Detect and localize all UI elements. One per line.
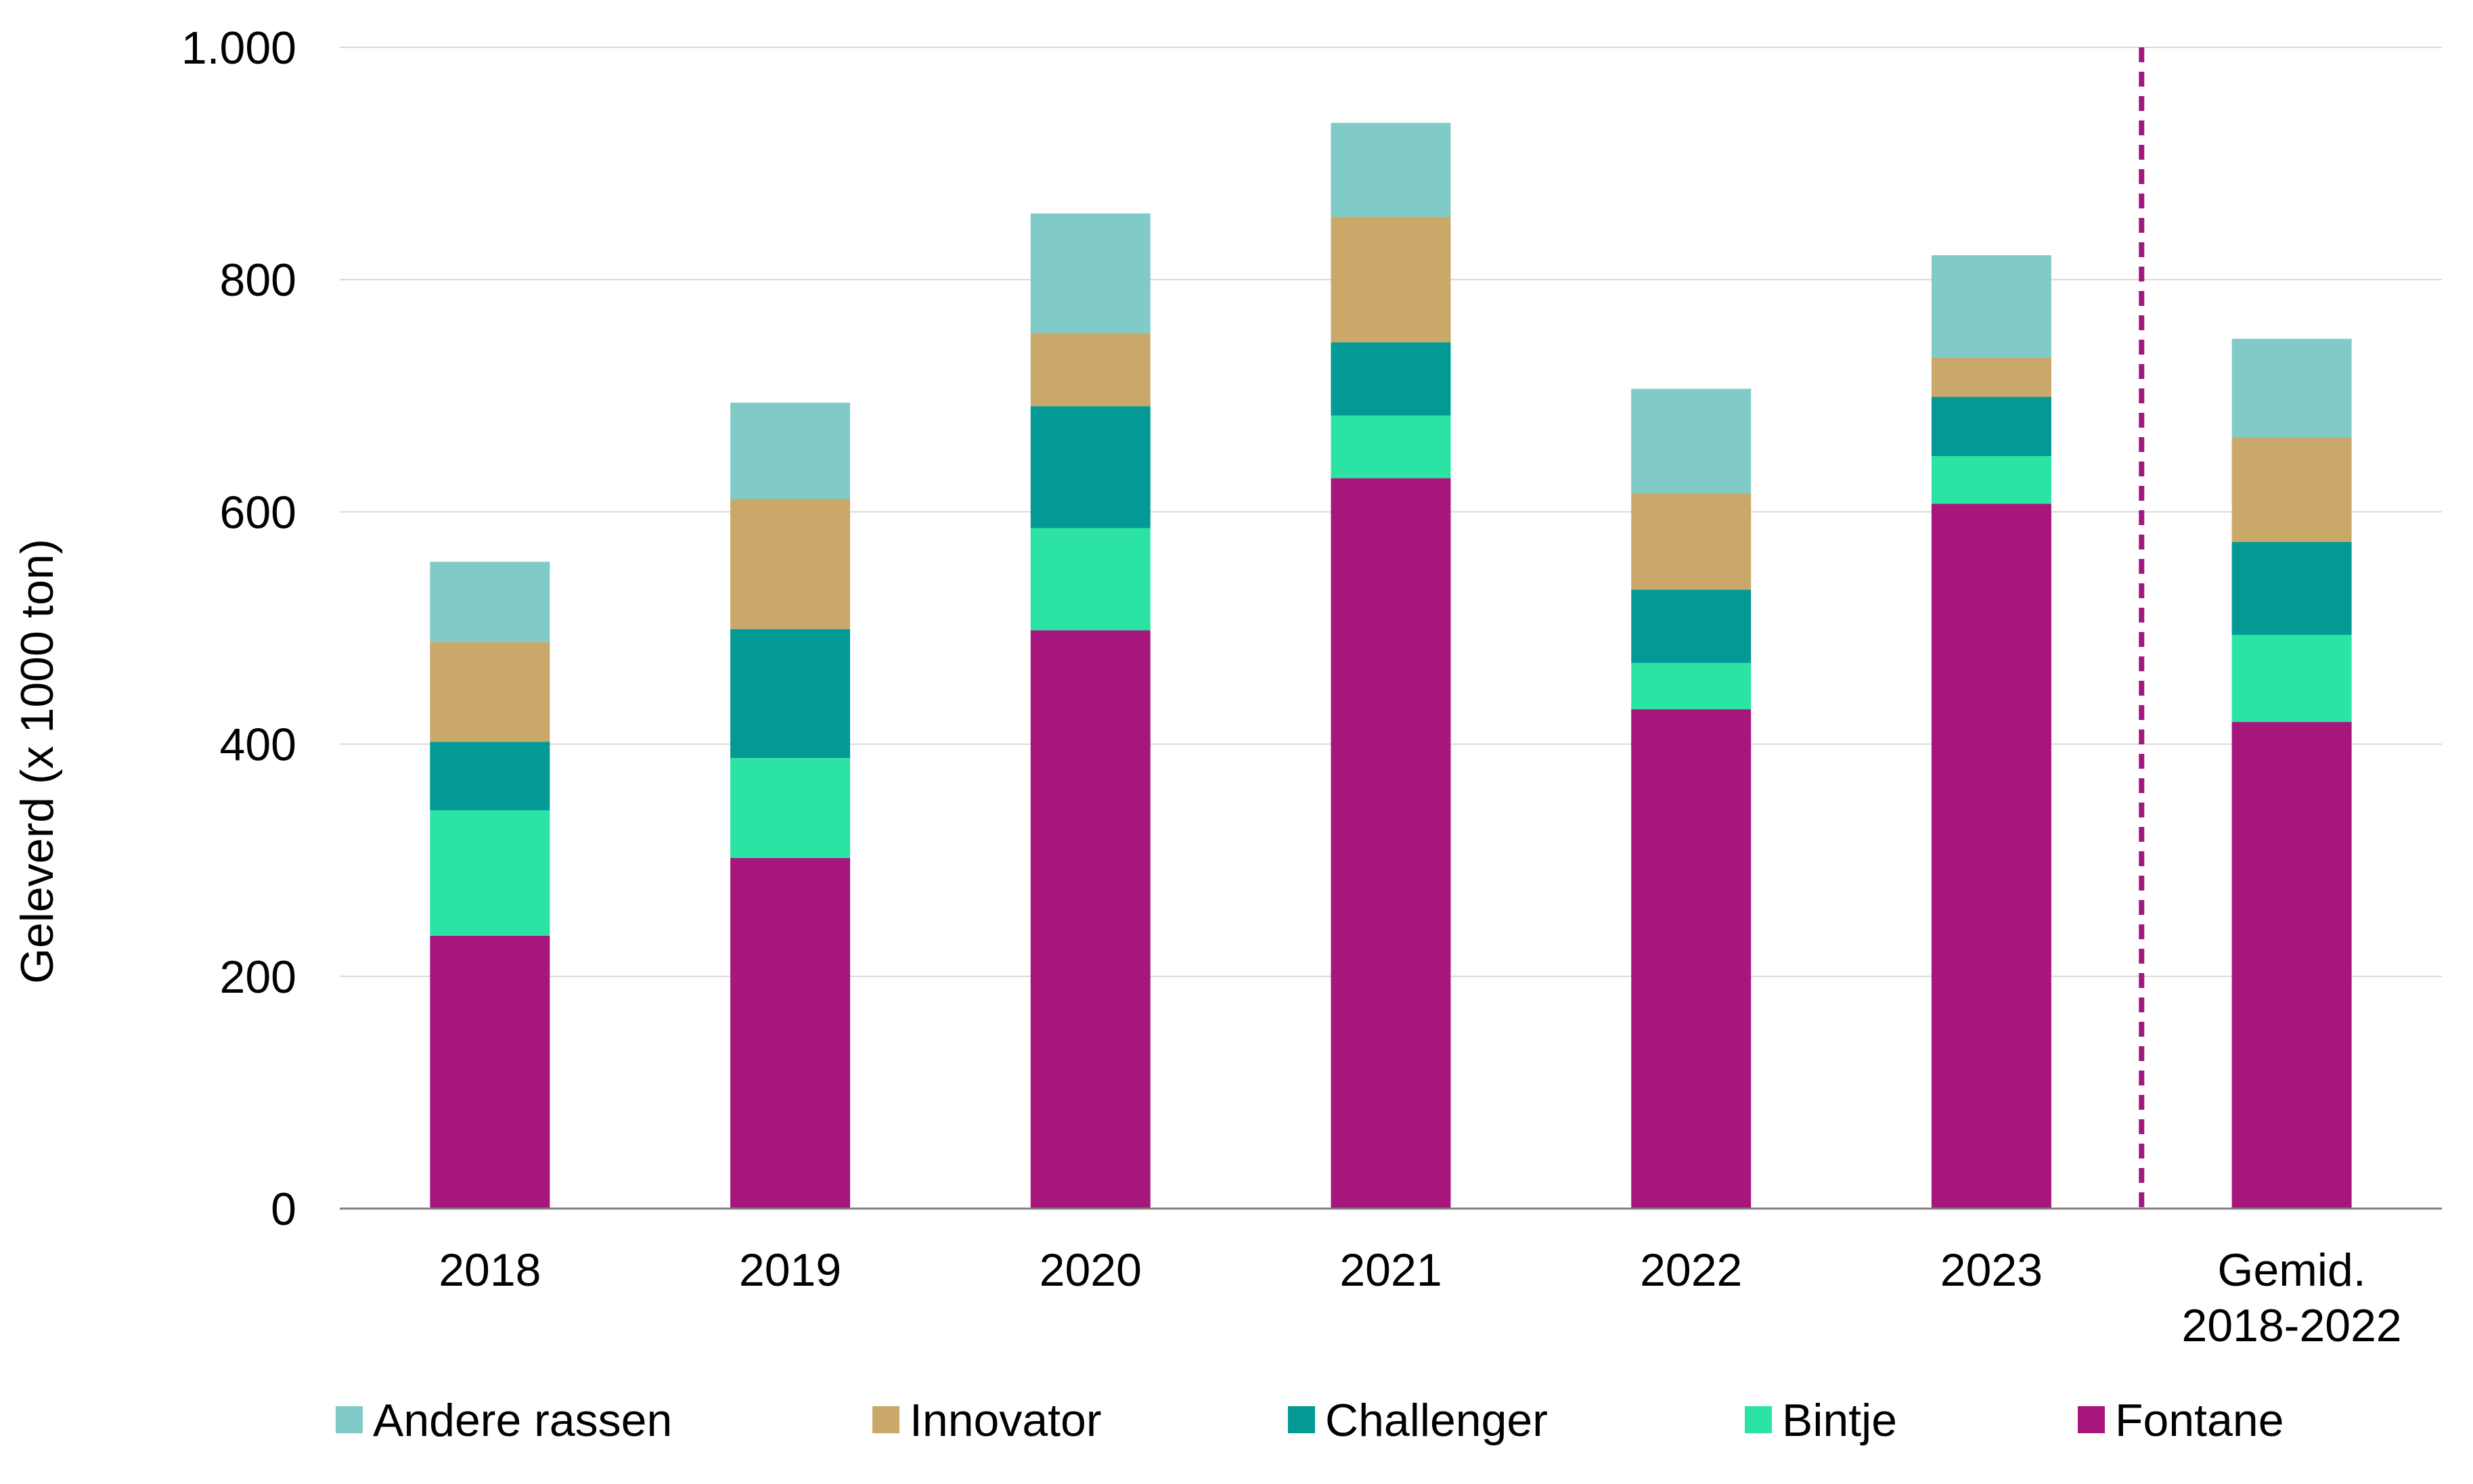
bar-segment-andere-rassen (1331, 122, 1451, 217)
legend-swatch (1745, 1406, 1772, 1433)
y-axis-ticks: 0 200 400 600 800 1.000 (181, 22, 296, 1235)
bar-segment-fontane (1631, 709, 1752, 1209)
y-tick-label: 800 (220, 254, 296, 306)
y-tick-label: 200 (220, 951, 296, 1003)
legend-label: Challenger (1325, 1395, 1548, 1446)
bar-segment-challenger (730, 629, 851, 759)
bar-stack (1331, 122, 1451, 1209)
bar-segment-fontane (1331, 478, 1451, 1209)
x-tick-label: 2021 (1339, 1244, 1442, 1296)
bar-segment-innovator (430, 642, 550, 742)
bar-segment-bintje (2231, 635, 2352, 722)
legend-label: Innovator (910, 1395, 1102, 1446)
bar-segment-fontane (1030, 630, 1151, 1209)
x-tick-label: 2022 (1640, 1244, 1742, 1296)
bar-segment-andere-rassen (2231, 338, 2352, 438)
bar-segment-challenger (1331, 342, 1451, 415)
x-tick-label: 2020 (1040, 1244, 1142, 1296)
bar-segment-innovator (1931, 357, 2051, 397)
legend-swatch (872, 1406, 899, 1433)
x-axis-labels: 2018 2019 2020 2021 2022 2023 Gemid.2018-2022 (439, 1244, 2402, 1351)
x-tick-label: 2019 (739, 1244, 841, 1296)
bar-segment-andere-rassen (1030, 213, 1151, 334)
legend-label: Bintje (1782, 1395, 1897, 1446)
y-tick-label: 1.000 (181, 22, 296, 74)
bar-segment-bintje (430, 810, 550, 936)
legend-swatch (1288, 1406, 1315, 1433)
bar-stack (430, 562, 550, 1209)
bar-segment-innovator (2231, 437, 2352, 543)
bar-segment-bintje (730, 758, 851, 858)
y-tick-label: 600 (220, 487, 296, 538)
bars (430, 122, 2352, 1209)
bar-segment-bintje (1931, 456, 2051, 504)
bar-segment-andere-rassen (730, 403, 851, 499)
legend-item-challenger[interactable]: Challenger (1288, 1395, 1548, 1446)
bar-segment-innovator (1030, 333, 1151, 407)
bar-segment-fontane (2231, 721, 2352, 1209)
legend-label: Andere rassen (373, 1395, 672, 1446)
bar-segment-challenger (430, 742, 550, 811)
y-axis-title: Geleverd (x 1000 ton) (12, 539, 63, 984)
bar-segment-innovator (1631, 493, 1752, 590)
bar-stack (1931, 255, 2051, 1209)
legend-item-andere-rassen[interactable]: Andere rassen (336, 1395, 672, 1446)
x-tick-label: 2018-2022 (2182, 1300, 2402, 1351)
legend-item-fontane[interactable]: Fontane (2078, 1395, 2284, 1446)
legend-item-bintje[interactable]: Bintje (1745, 1395, 1897, 1446)
bar-segment-innovator (730, 499, 851, 629)
bar-segment-andere-rassen (1931, 255, 2051, 358)
bar-stack (1030, 213, 1151, 1209)
bar-segment-innovator (1331, 217, 1451, 342)
y-tick-label: 400 (220, 719, 296, 771)
bar-segment-challenger (2231, 542, 2352, 635)
bar-segment-fontane (430, 935, 550, 1209)
x-axis (340, 47, 2442, 1214)
x-tick-label: 2018 (439, 1244, 541, 1296)
legend-item-innovator[interactable]: Innovator (872, 1395, 1102, 1446)
x-tick-label: Gemid. (2218, 1244, 2366, 1296)
bar-segment-bintje (1631, 662, 1752, 710)
bar-segment-andere-rassen (430, 562, 550, 642)
x-tick-label: 2023 (1940, 1244, 2043, 1296)
legend[interactable]: Andere rassen Innovator Challenger Bintje Fo… (336, 1395, 2284, 1446)
legend-swatch (2078, 1406, 2105, 1433)
bar-segment-fontane (1931, 503, 2051, 1209)
bar-segment-challenger (1931, 397, 2051, 457)
bar-stack (1631, 388, 1752, 1209)
bar-segment-andere-rassen (1631, 388, 1752, 493)
bar-segment-fontane (730, 857, 851, 1209)
legend-swatch (336, 1406, 363, 1433)
bar-segment-challenger (1030, 406, 1151, 529)
legend-label: Fontane (2115, 1395, 2284, 1446)
bar-stack (2231, 338, 2352, 1209)
bar-segment-challenger (1631, 589, 1752, 663)
bar-segment-bintje (1030, 528, 1151, 631)
bar-stack (730, 403, 851, 1209)
bar-segment-bintje (1331, 415, 1451, 478)
y-tick-label: 0 (271, 1184, 296, 1235)
